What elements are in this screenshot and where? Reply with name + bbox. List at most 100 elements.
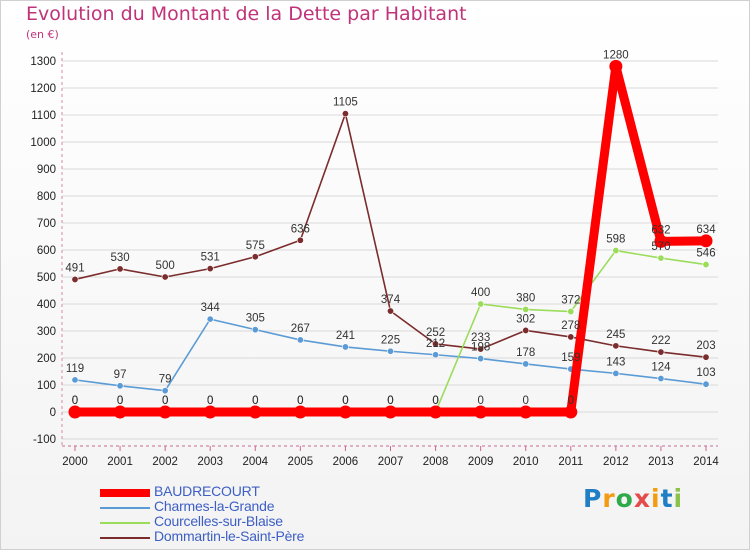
- proxiti-logo: Proxiti: [583, 484, 683, 513]
- data-label-baudrecourt: 1280: [603, 49, 629, 61]
- point-courcelles-sur-blaise: [702, 261, 710, 269]
- data-label-baudrecourt: 0: [477, 395, 483, 407]
- data-label-dommartin-le-saint-pere: 530: [110, 252, 129, 264]
- data-label-dommartin-le-saint-pere: 531: [201, 252, 220, 264]
- logo-letter: P: [583, 484, 603, 513]
- y-tick-label: 100: [37, 380, 56, 392]
- point-dommartin-le-saint-pere: [702, 353, 710, 361]
- point-charmes-la-grande: [702, 380, 710, 388]
- point-baudrecourt: [68, 405, 82, 419]
- point-baudrecourt: [248, 405, 262, 419]
- data-label-baudrecourt: 0: [523, 395, 529, 407]
- legend-label-courcelles: Courcelles-sur-Blaise: [154, 513, 283, 529]
- data-label-charmes-la-grande: 159: [561, 352, 580, 364]
- point-baudrecourt: [113, 405, 127, 419]
- point-dommartin-le-saint-pere: [386, 307, 394, 315]
- data-label-courcelles-sur-blaise: 0: [207, 395, 213, 407]
- x-tick-label: 2012: [603, 456, 629, 468]
- x-tick-label: 2001: [107, 456, 133, 468]
- legend-swatch-baudrecourt: [100, 489, 150, 497]
- point-charmes-la-grande: [296, 336, 304, 344]
- x-tick-label: 2000: [62, 456, 88, 468]
- x-tick-label: 2005: [288, 456, 314, 468]
- point-charmes-la-grande: [116, 382, 124, 390]
- point-baudrecourt: [338, 405, 352, 419]
- data-label-courcelles-sur-blaise: 0: [342, 395, 348, 407]
- x-tick-label: 2003: [197, 456, 223, 468]
- point-charmes-la-grande: [432, 351, 440, 359]
- point-baudrecourt: [158, 405, 172, 419]
- legend-swatch-charmes: [100, 507, 150, 509]
- data-label-baudrecourt: 0: [342, 395, 348, 407]
- data-label-dommartin-le-saint-pere: 302: [516, 313, 535, 325]
- point-baudrecourt: [293, 405, 307, 419]
- x-tick-label: 2002: [152, 456, 178, 468]
- data-label-dommartin-le-saint-pere: 203: [696, 340, 715, 352]
- y-tick-label: 600: [37, 245, 56, 257]
- point-charmes-la-grande: [522, 360, 530, 368]
- data-label-charmes-la-grande: 178: [516, 347, 535, 359]
- logo-letter: i: [673, 484, 684, 513]
- data-label-dommartin-le-saint-pere: 233: [471, 332, 490, 344]
- data-label-charmes-la-grande: 79: [159, 374, 172, 386]
- data-label-charmes-la-grande: 143: [606, 356, 625, 368]
- x-tick-label: 2011: [558, 456, 583, 468]
- data-label-baudrecourt: 632: [651, 224, 670, 236]
- point-charmes-la-grande: [477, 355, 485, 363]
- data-label-dommartin-le-saint-pere: 252: [426, 327, 445, 339]
- legend-swatch-dommartin: [100, 537, 150, 539]
- x-tick-label: 2014: [693, 456, 719, 468]
- data-label-baudrecourt: 0: [297, 395, 303, 407]
- data-label-charmes-la-grande: 241: [336, 330, 355, 342]
- data-label-charmes-la-grande: 305: [246, 313, 265, 325]
- data-label-dommartin-le-saint-pere: 491: [65, 262, 84, 274]
- point-dommartin-le-saint-pere: [522, 326, 530, 334]
- data-label-baudrecourt: 634: [696, 224, 716, 236]
- data-label-charmes-la-grande: 344: [201, 302, 221, 314]
- y-tick-label: -100: [33, 434, 56, 446]
- legend-label-charmes: Charmes-la-Grande: [154, 498, 275, 514]
- data-label-dommartin-le-saint-pere: 245: [606, 329, 625, 341]
- data-label-dommartin-le-saint-pere: 500: [156, 260, 175, 272]
- data-label-charmes-la-grande: 212: [426, 338, 445, 350]
- point-baudrecourt: [699, 234, 713, 248]
- logo-letter: i: [651, 484, 661, 513]
- point-dommartin-le-saint-pere: [477, 345, 485, 353]
- data-label-dommartin-le-saint-pere: 278: [561, 320, 580, 332]
- x-tick-label: 2009: [468, 456, 494, 468]
- y-tick-label: 200: [37, 353, 56, 365]
- x-tick-label: 2010: [513, 456, 539, 468]
- point-charmes-la-grande: [161, 387, 169, 395]
- point-dommartin-le-saint-pere: [612, 342, 620, 350]
- y-tick-label: 500: [37, 272, 56, 284]
- y-tick-label: 900: [37, 164, 56, 176]
- y-tick-label: 400: [37, 299, 56, 311]
- data-label-baudrecourt: 0: [568, 395, 574, 407]
- point-charmes-la-grande: [251, 326, 259, 334]
- data-label-courcelles-sur-blaise: 0: [117, 395, 123, 407]
- point-dommartin-le-saint-pere: [341, 110, 349, 118]
- point-baudrecourt: [429, 405, 443, 419]
- point-baudrecourt: [609, 59, 623, 73]
- y-tick-label: 1000: [30, 137, 56, 149]
- data-label-charmes-la-grande: 119: [66, 363, 84, 375]
- x-tick-label: 2007: [378, 456, 404, 468]
- data-label-courcelles-sur-blaise: 380: [516, 292, 535, 304]
- data-label-charmes-la-grande: 97: [114, 369, 127, 381]
- logo-letter: x: [633, 484, 651, 513]
- logo-letter: o: [615, 484, 634, 513]
- data-label-baudrecourt: 0: [387, 395, 393, 407]
- data-label-courcelles-sur-blaise: 400: [471, 287, 490, 299]
- data-label-courcelles-sur-blaise: 0: [72, 395, 78, 407]
- data-label-baudrecourt: 0: [117, 395, 123, 407]
- data-label-courcelles-sur-blaise: 0: [432, 395, 438, 407]
- data-label-charmes-la-grande: 103: [696, 367, 715, 379]
- point-courcelles-sur-blaise: [612, 247, 620, 255]
- data-label-charmes-la-grande: 124: [651, 362, 671, 374]
- y-tick-label: 300: [37, 326, 56, 338]
- point-charmes-la-grande: [341, 343, 349, 351]
- data-label-dommartin-le-saint-pere: 222: [651, 335, 670, 347]
- data-label-baudrecourt: 0: [207, 395, 213, 407]
- point-dommartin-le-saint-pere: [116, 265, 124, 273]
- point-baudrecourt: [654, 234, 668, 248]
